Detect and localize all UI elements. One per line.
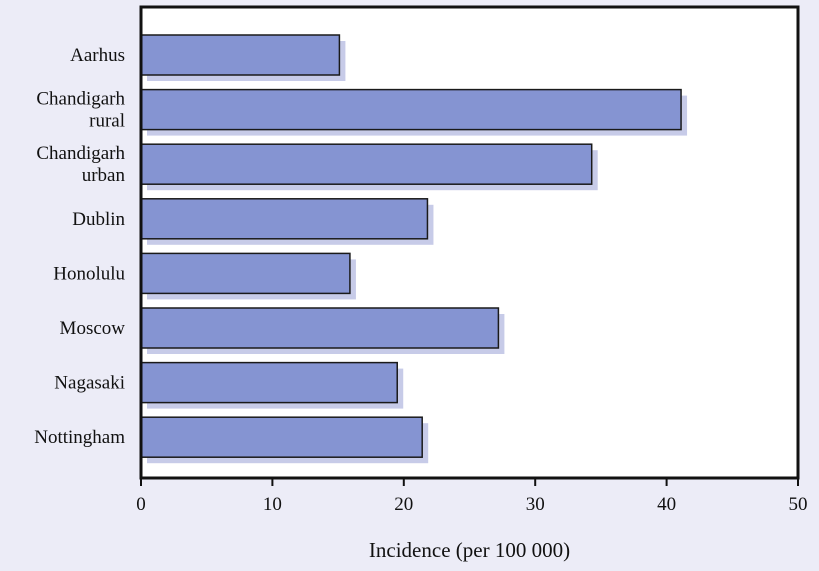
bar	[140, 307, 500, 349]
x-tick-label: 20	[394, 494, 413, 515]
plot-frame	[139, 5, 800, 480]
x-tick-label: 50	[789, 494, 808, 515]
bar	[140, 198, 429, 240]
x-axis-title: Incidence (per 100 000)	[369, 538, 570, 562]
bar	[140, 252, 351, 295]
category-labels: Aarhus Chandigarh rural Chandigarh urban Dubl…	[34, 45, 125, 448]
bar	[140, 34, 341, 76]
category-label: Moscow	[60, 318, 126, 339]
bar	[140, 143, 593, 185]
x-axis-tick-labels: 0 10 20 30 40 50	[136, 494, 807, 515]
category-label: Dublin	[72, 209, 125, 230]
x-tick-label: 0	[136, 494, 146, 515]
x-tick-label: 40	[657, 494, 676, 515]
x-tick-label: 30	[526, 494, 545, 515]
category-label: Honolulu	[53, 263, 125, 284]
x-tick-label: 10	[263, 494, 282, 515]
category-label: Nottingham	[34, 427, 125, 448]
bar	[140, 361, 398, 404]
category-label: Chandigarh urban	[36, 143, 125, 186]
category-label: Aarhus	[70, 45, 125, 66]
category-label: Nagasaki	[54, 373, 125, 394]
bar	[140, 88, 682, 131]
category-label: Chandigarh rural	[36, 89, 125, 132]
bar	[140, 416, 423, 458]
